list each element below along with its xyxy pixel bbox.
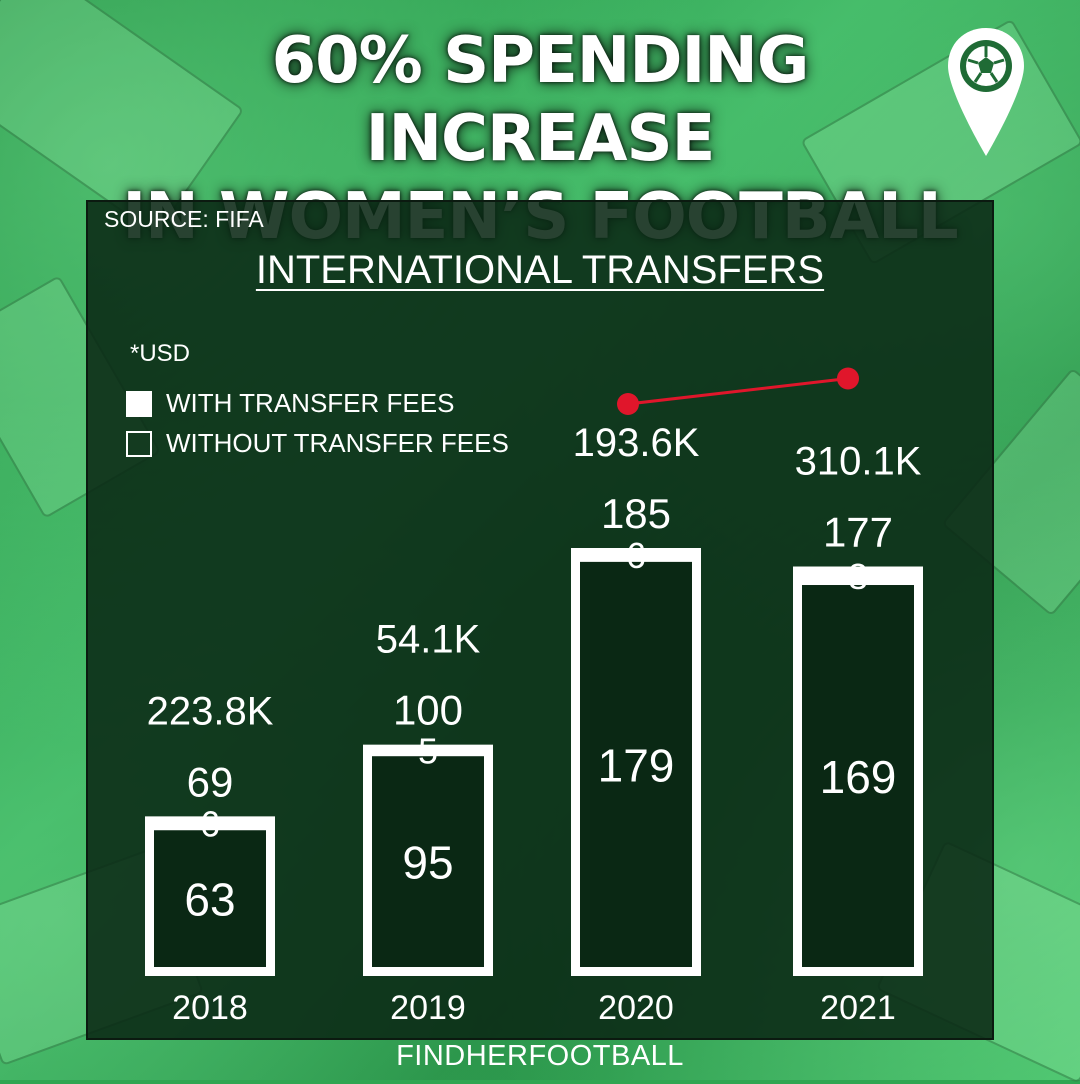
trend-line xyxy=(627,377,849,406)
x-tick-label: 2020 xyxy=(598,989,674,1027)
footer-brand: FINDHERFOOTBALL xyxy=(396,1040,684,1072)
title-line-1: 60% SPENDING INCREASE xyxy=(271,24,810,176)
bar-without-fees-2021 xyxy=(802,585,914,967)
chart-source: SOURCE: FIFA xyxy=(104,206,264,232)
legend-swatch-filled xyxy=(126,390,152,417)
chart-title: INTERNATIONAL TRANSFERS xyxy=(255,248,825,292)
legend-item-without-fees: WITHOUT TRANSFER FEES xyxy=(126,428,509,459)
x-tick-label: 2021 xyxy=(820,989,896,1027)
legend-label: WITHOUT TRANSFER FEES xyxy=(166,428,509,458)
x-tick-label: 2019 xyxy=(390,989,466,1027)
spending-label: 310.1K xyxy=(795,440,922,484)
data-label-with-fees: 8 xyxy=(848,556,868,597)
data-label-total: 185 xyxy=(601,490,671,537)
bar-without-fees-2018 xyxy=(154,830,266,967)
data-label-with-fees: 6 xyxy=(200,803,220,844)
legend-item-with-fees: WITH TRANSFER FEES xyxy=(126,388,454,419)
data-label-total: 177 xyxy=(823,509,893,556)
location-pin-football-icon xyxy=(948,28,1024,156)
data-label-with-fees: 5 xyxy=(418,730,438,771)
bar-without-fees-2019 xyxy=(372,756,484,967)
spending-label: 223.8K xyxy=(147,689,274,733)
data-label-without-fees: 95 xyxy=(402,837,453,889)
data-label-without-fees: 63 xyxy=(184,874,235,926)
trend-point-2020 xyxy=(617,393,639,415)
data-label-with-fees: 6 xyxy=(626,535,646,576)
data-label-without-fees: 169 xyxy=(820,751,897,803)
legend-label: WITH TRANSFER FEES xyxy=(166,388,455,418)
spending-label: 54.1K xyxy=(376,618,481,662)
unit-note: *USD xyxy=(130,340,191,367)
bar-without-fees-2020 xyxy=(580,561,692,967)
spending-label: 193.6K xyxy=(573,421,700,465)
data-label-total: 69 xyxy=(187,758,234,805)
data-label-total: 100 xyxy=(393,687,463,734)
trend-point-2021 xyxy=(837,367,859,390)
x-tick-label: 2018 xyxy=(172,989,248,1027)
data-label-without-fees: 179 xyxy=(598,739,675,791)
legend-swatch-outline xyxy=(126,430,152,457)
